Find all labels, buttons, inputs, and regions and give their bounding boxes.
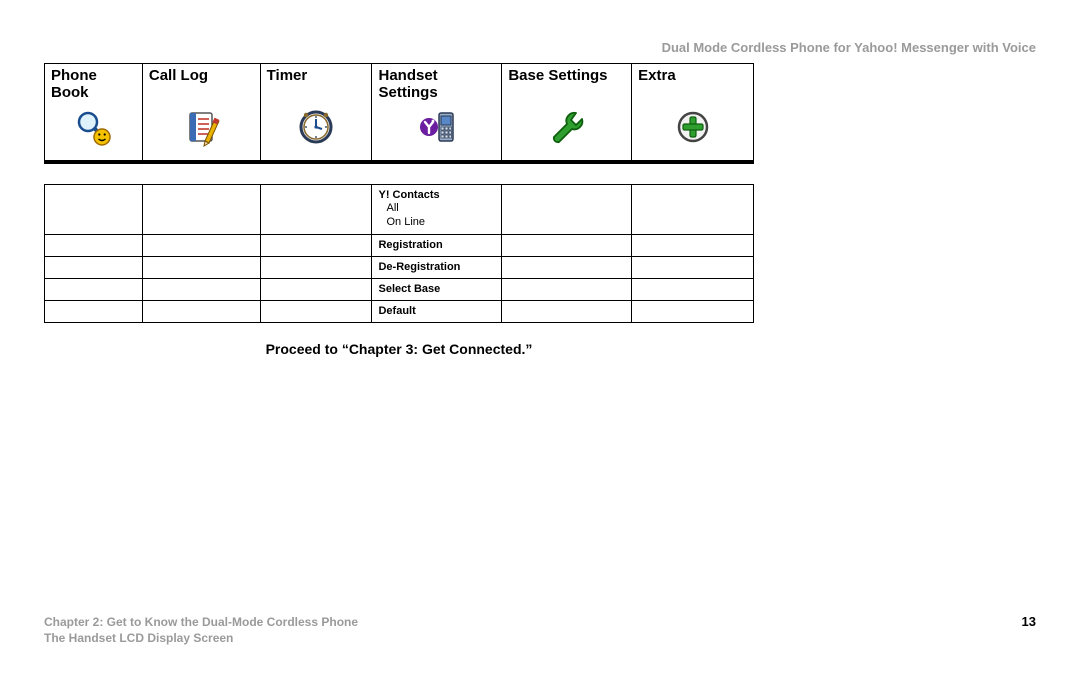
table-cell [502,301,632,323]
table-cell [502,257,632,279]
page-number: 13 [1022,614,1036,629]
table-cell [632,301,754,323]
table-cell [260,301,372,323]
table-cell [45,279,143,301]
table-cell [142,279,260,301]
col-label: Extra [632,64,754,104]
table-cell [260,184,372,235]
table-cell [142,235,260,257]
proceed-caption: Proceed to “Chapter 3: Get Connected.” [44,341,754,357]
table-cell [142,301,260,323]
table-cell [142,184,260,235]
table-cell [502,279,632,301]
table-cell [45,184,143,235]
table-cell [142,257,260,279]
table-cell [45,257,143,279]
table-cell [632,257,754,279]
call-log-icon [142,103,260,162]
doc-header: Dual Mode Cordless Phone for Yahoo! Mess… [44,40,1036,55]
table-row: Registration [45,235,754,257]
table-cell: Select Base [372,279,502,301]
col-label: Call Log [142,64,260,104]
table-cell: De-Registration [372,257,502,279]
table-subitem: On Line [378,215,495,230]
table-cell [502,184,632,235]
table-cell [502,235,632,257]
table-cell: Default [372,301,502,323]
table-cell [632,235,754,257]
footer-section: The Handset LCD Display Screen [44,630,1036,646]
menu-header-labels: Phone Book Call Log Timer Handset Settin… [45,64,754,104]
table-cell [632,184,754,235]
table-cell [260,279,372,301]
table-cell [260,235,372,257]
table-row: Select Base [45,279,754,301]
timer-icon [260,103,372,162]
col-label: Handset Settings [372,64,502,104]
page-footer: 13 Chapter 2: Get to Know the Dual-Mode … [44,614,1036,646]
table-cell [632,279,754,301]
col-label: Timer [260,64,372,104]
col-label: Base Settings [502,64,632,104]
table-subitem: All [378,201,495,216]
phone-book-icon [45,103,143,162]
footer-chapter: Chapter 2: Get to Know the Dual-Mode Cor… [44,614,1036,630]
menu-table: Phone Book Call Log Timer Handset Settin… [44,63,754,323]
table-cell: Y! ContactsAllOn Line [372,184,502,235]
table-row: Default [45,301,754,323]
handset-settings-icon [372,103,502,162]
table-cell [45,301,143,323]
table-cell: Registration [372,235,502,257]
extra-icon [632,103,754,162]
table-cell [45,235,143,257]
table-row: De-Registration [45,257,754,279]
table-cell [260,257,372,279]
menu-header-icons [45,103,754,162]
table-row: Y! ContactsAllOn Line [45,184,754,235]
col-label: Phone Book [45,64,143,104]
base-settings-icon [502,103,632,162]
